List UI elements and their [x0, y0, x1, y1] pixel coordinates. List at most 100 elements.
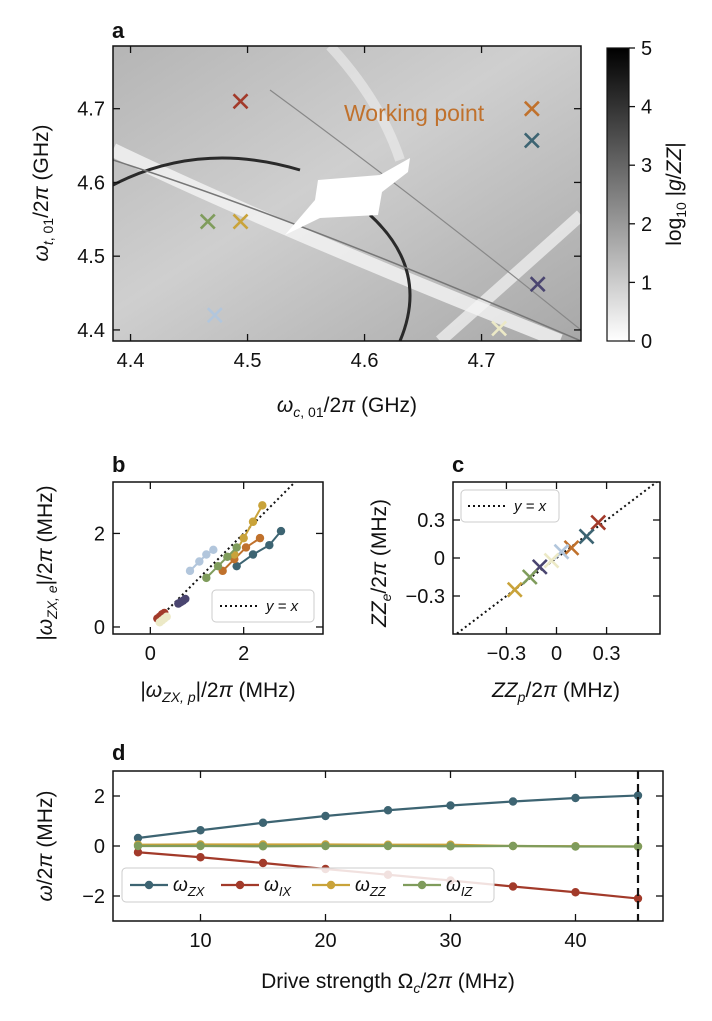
panel-d-label: d — [112, 740, 125, 765]
panel-d-series-3-point-4 — [383, 841, 393, 851]
panel-a-marker-3-b — [199, 213, 216, 230]
panel-d-legend-label-0: ωZX — [173, 875, 206, 899]
panel-d-legend-label-2: ωZZ — [355, 875, 387, 899]
panel-d-series-3-point-5 — [446, 842, 455, 851]
colorbar-tick-label-0: 0 — [641, 331, 652, 353]
panel-d-xlabel: Drive strength Ωc/2π (MHz) — [261, 970, 515, 996]
panel-a-label: a — [112, 18, 125, 43]
colorbar — [606, 47, 630, 342]
colorbar-tick-label-3: 3 — [641, 155, 652, 177]
panel-b-ylabel: |ωZX, e|/2π (MHz) — [34, 485, 60, 640]
panel-c-ylabel: ZZe/2π (MHz) — [368, 499, 394, 628]
panel-c-label: c — [452, 452, 464, 477]
panel-a-ytick-label-3: 4.7 — [77, 99, 105, 121]
panel-a-marker-5 — [529, 276, 546, 293]
panel-a-marker-7-b — [491, 320, 508, 337]
panel-a-ytick-label-2: 4.6 — [77, 172, 105, 194]
panel-b-series-4-point-2 — [202, 550, 211, 559]
panel-d-ytick-label-0: −2 — [82, 886, 105, 908]
panel-b-series-4-line — [189, 548, 214, 572]
colorbar-label: log10 |g/ZZ| — [663, 142, 689, 246]
panel-d-legend: ωZX ωIX ωZZ ωIZ — [121, 867, 495, 903]
panel-c-ytick-label-0: −0.3 — [406, 586, 445, 608]
panel-a-ytick-label-1: 4.5 — [77, 246, 105, 268]
panel-a-marker-7 — [491, 320, 508, 337]
panel-d-series-0-point-7 — [571, 793, 580, 803]
panel-d-series-1-point-2 — [258, 858, 268, 868]
svg-text:y = x: y = x — [513, 498, 547, 515]
panel-a-marker-4-b — [232, 213, 249, 230]
colorbar-tick-label-4: 4 — [641, 97, 652, 119]
panel-b-plot — [153, 482, 297, 627]
panel-b-series-3-point-3 — [232, 543, 241, 552]
panel-a-xtick-label-0: 4.4 — [117, 350, 145, 372]
panel-d-legend-box — [121, 867, 495, 903]
panel-d-xtick-label-3: 40 — [564, 930, 586, 952]
panel-b-legend: y = x — [211, 589, 315, 623]
panel-d-legend-dot-0 — [144, 880, 154, 890]
panel-d-series-0-point-4 — [383, 806, 393, 815]
panel-d-series-3-point-6 — [508, 841, 518, 851]
panel-d-ytick-label-2: 2 — [94, 786, 105, 808]
panel-d-series-3-point-8 — [633, 842, 643, 851]
panel-b-label: b — [112, 452, 125, 477]
panel-d-series-1-point-1 — [196, 853, 205, 862]
panel-c-xtick-label-1: 0 — [551, 643, 562, 665]
panel-d-series-3-point-2 — [258, 842, 268, 851]
panel-c-marker-2 — [563, 539, 580, 556]
panel-a-marker-5-b — [529, 276, 546, 293]
panel-a-marker-1-b — [523, 100, 540, 117]
panel-b-series-4-point-0 — [185, 566, 195, 576]
panel-b-xtick-label-1: 2 — [238, 643, 249, 665]
panel-d-series-0-point-6 — [508, 797, 518, 806]
panel-b-series-0-point-3 — [276, 526, 286, 536]
panel-a-xtick-label-3: 4.7 — [468, 350, 496, 372]
panel-a-marker-2-b — [523, 132, 540, 149]
panel-c-marker-1 — [578, 528, 595, 545]
panel-b-series-2-point-2 — [248, 517, 258, 526]
panel-c-xtick-label-0: −0.3 — [487, 643, 526, 665]
panel-a-marker-1 — [523, 100, 540, 117]
panel-a-marker-0-b — [232, 93, 249, 110]
panel-d-series-0-point-1 — [196, 826, 205, 835]
panel-c-plot — [454, 482, 659, 634]
colorbar-ticks: 0 1 2 3 4 5 — [629, 38, 652, 353]
panel-a-marker-4 — [232, 213, 249, 230]
panel-b-series-0-point-0 — [232, 561, 241, 571]
panel-c-marker-7-b — [506, 581, 523, 598]
panel-c-xlabel: ZZp/2π (MHz) — [491, 679, 620, 705]
panel-b-series-3-point-2 — [223, 552, 232, 562]
panel-c-marker-4 — [543, 552, 560, 569]
panel-d-series-0-point-2 — [258, 818, 268, 827]
panel-a-markers — [199, 93, 546, 337]
panel-b-series-7-point-3 — [162, 612, 171, 621]
panel-c-yx-line — [454, 482, 659, 634]
panel-a-marker-0 — [232, 93, 249, 110]
panel-b-ytick-label-1: 2 — [94, 523, 105, 545]
panel-c-legend: y = x — [460, 489, 560, 523]
colorbar-tick-label-2: 2 — [641, 214, 652, 236]
panel-d-legend-label-1: ωIX — [264, 875, 292, 899]
panel-d-ylabel: ω/2π (MHz) — [34, 791, 57, 902]
panel-b-series-4-point-3 — [209, 545, 218, 555]
panel-d-xtick-label-2: 30 — [439, 930, 461, 952]
panel-b-series-2-point-1 — [239, 533, 248, 543]
panel-c-axes: −0.3 0 0.3 −0.3 0 0.3 — [406, 482, 660, 665]
panel-d-legend-dot-1 — [235, 880, 245, 890]
panel-b-series-3-point-1 — [213, 561, 223, 571]
panel-c-marker-4-b — [543, 552, 560, 569]
panel-d-series-1-point-6 — [508, 882, 518, 891]
panel-c-xtick-label-2: 0.3 — [593, 643, 621, 665]
panel-a-marker-6 — [206, 307, 223, 324]
panel-c-marker-1-b — [578, 528, 595, 545]
panel-b-series-2-point-3 — [258, 501, 267, 510]
panel-a-xlabel: ωc, 01/2π (GHz) — [277, 394, 417, 420]
panel-d-series-3-point-1 — [196, 841, 205, 851]
panel-c-marker-7 — [506, 581, 523, 598]
panel-b-xlabel: |ωZX, p|/2π (MHz) — [140, 679, 295, 705]
panel-d-series-3-point-3 — [321, 841, 330, 851]
panel-d-xtick-label-1: 20 — [314, 930, 336, 952]
panel-a-marker-3 — [199, 213, 216, 230]
panel-a-frame — [112, 45, 582, 342]
panel-d-legend-dot-3 — [417, 880, 427, 890]
